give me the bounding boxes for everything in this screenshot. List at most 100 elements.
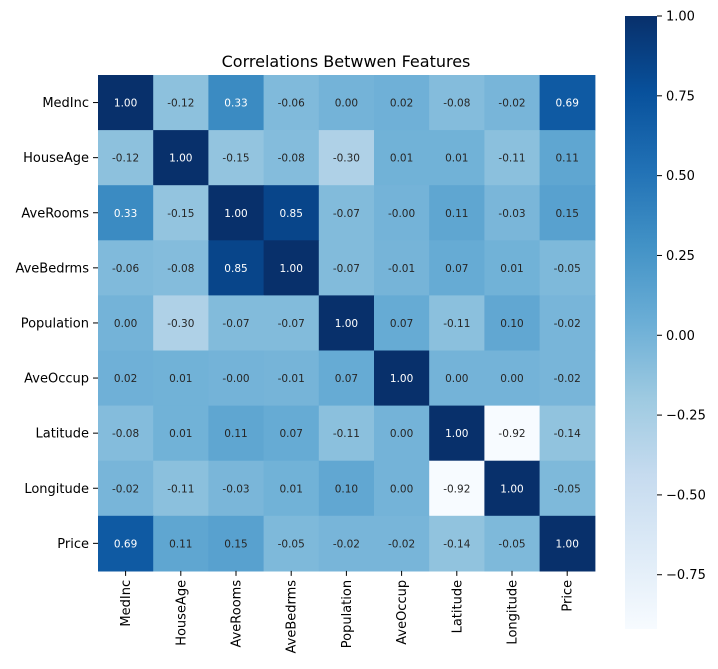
cell-value-label: 0.02 xyxy=(390,98,413,110)
chart-title: Correlations Betwwen Features xyxy=(222,52,471,71)
cell-value-label: 0.00 xyxy=(390,483,413,495)
colorbar xyxy=(625,16,657,629)
heatmap-cell xyxy=(318,515,375,572)
y-tick-label: HouseAge xyxy=(23,151,89,166)
heatmap-cell xyxy=(208,185,265,241)
x-tick-label: Population xyxy=(340,580,355,648)
heatmap-cell xyxy=(318,185,375,241)
heatmap-cell xyxy=(208,130,265,186)
heatmap-cell xyxy=(153,350,209,407)
cell-value-label: 0.00 xyxy=(390,428,413,440)
heatmap-cell xyxy=(374,75,430,131)
colorbar-tick-label: −0.25 xyxy=(666,409,706,424)
heatmap-cell xyxy=(539,75,596,131)
cell-value-label: -0.08 xyxy=(443,98,470,110)
y-axis: MedInc HouseAge AveRooms AveBedrms Populatio… xyxy=(15,96,98,552)
heatmap-cell xyxy=(208,75,265,131)
cell-value-label: 1.00 xyxy=(556,538,579,550)
heatmap-cell xyxy=(429,75,485,131)
cell-value-label: -0.05 xyxy=(278,538,305,550)
heatmap-cell xyxy=(429,405,485,462)
heatmap-cell xyxy=(374,130,430,186)
heatmap-cell xyxy=(429,350,485,407)
x-tick-label: Price xyxy=(561,580,576,612)
heatmap-cell xyxy=(318,405,375,462)
colorbar-tick-label: 0.00 xyxy=(666,329,695,344)
cell-value-label: -0.15 xyxy=(167,208,194,220)
heatmap-cell xyxy=(153,75,209,131)
cell-value-label: -0.30 xyxy=(333,153,360,165)
heatmap-cell xyxy=(539,295,596,352)
cell-value-label: -0.30 xyxy=(167,318,194,330)
heatmap-cell xyxy=(318,240,375,296)
cell-value-label: -0.02 xyxy=(554,373,581,385)
cell-value-label: 0.07 xyxy=(445,263,468,275)
heatmap-cell xyxy=(318,75,375,131)
cell-value-label: -0.11 xyxy=(333,428,360,440)
heatmap-cell xyxy=(98,295,154,352)
cell-value-label: -0.00 xyxy=(388,208,415,220)
cell-value-label: -0.12 xyxy=(112,153,139,165)
heatmap-cell xyxy=(263,515,320,572)
x-tick-label: HouseAge xyxy=(174,580,189,646)
colorbar-tick-label: 0.75 xyxy=(666,89,695,104)
heatmap-cell xyxy=(429,240,485,296)
heatmap-cell xyxy=(98,350,154,407)
heatmap-cell xyxy=(153,240,209,296)
cell-value-label: -0.02 xyxy=(333,538,360,550)
cell-value-label: -0.11 xyxy=(167,483,194,495)
heatmap-cell xyxy=(208,295,265,352)
cell-value-label: 0.11 xyxy=(169,538,192,550)
cell-value-label: 0.01 xyxy=(390,153,413,165)
heatmap-cell xyxy=(208,460,265,517)
cell-value-label: 0.07 xyxy=(335,373,358,385)
heatmap-cells xyxy=(98,75,596,572)
heatmap-cell xyxy=(153,185,209,241)
heatmap-cell xyxy=(208,405,265,462)
cell-value-label: 0.10 xyxy=(500,318,523,330)
cell-value-label: 0.07 xyxy=(390,318,413,330)
heatmap-cell xyxy=(429,295,485,352)
heatmap-cell xyxy=(98,515,154,572)
cell-value-label: -0.06 xyxy=(278,98,305,110)
heatmap-cell xyxy=(429,130,485,186)
cell-value-label: 0.11 xyxy=(445,208,468,220)
cell-value-label: 0.11 xyxy=(224,428,247,440)
cell-value-label: 0.01 xyxy=(500,263,523,275)
cell-value-label: -0.14 xyxy=(554,428,581,440)
heatmap-cell xyxy=(484,405,541,462)
heatmap-cell xyxy=(429,460,485,517)
cell-value-label: -0.08 xyxy=(167,263,194,275)
y-tick-label: Price xyxy=(57,537,89,552)
heatmap-cell xyxy=(98,75,154,131)
colorbar-axis: 1.00 0.75 0.50 0.25 0.00 −0.25 −0.50 −0.75 xyxy=(657,10,706,583)
cell-value-label: -0.01 xyxy=(278,373,305,385)
cell-value-label: 0.33 xyxy=(114,208,137,220)
heatmap-cell xyxy=(153,460,209,517)
cell-value-label: -0.02 xyxy=(554,318,581,330)
heatmap-cell xyxy=(484,515,541,572)
cell-value-label: 1.00 xyxy=(224,208,247,220)
heatmap-cell xyxy=(263,295,320,352)
cell-value-label: -0.08 xyxy=(112,428,139,440)
y-tick-label: Longitude xyxy=(24,482,89,497)
colorbar-tick-label: −0.50 xyxy=(666,488,706,503)
heatmap-cell xyxy=(484,185,541,241)
cell-value-label: 0.01 xyxy=(169,428,192,440)
cell-value-label: 0.00 xyxy=(114,318,137,330)
heatmap-cell xyxy=(208,240,265,296)
cell-value-label: -0.07 xyxy=(333,208,360,220)
cell-value-label: 0.33 xyxy=(224,98,247,110)
y-tick-label: MedInc xyxy=(42,96,89,111)
colorbar-tick-label: 1.00 xyxy=(666,10,695,25)
cell-value-label: -0.08 xyxy=(278,153,305,165)
heatmap-cell xyxy=(263,240,320,296)
cell-value-label: -0.02 xyxy=(112,483,139,495)
heatmap-cell xyxy=(539,460,596,517)
colorbar-tick-label: 0.25 xyxy=(666,249,695,264)
cell-value-label: 1.00 xyxy=(169,153,192,165)
heatmap-cell xyxy=(263,185,320,241)
y-tick-label: AveBedrms xyxy=(15,261,89,276)
heatmap-cell xyxy=(539,185,596,241)
